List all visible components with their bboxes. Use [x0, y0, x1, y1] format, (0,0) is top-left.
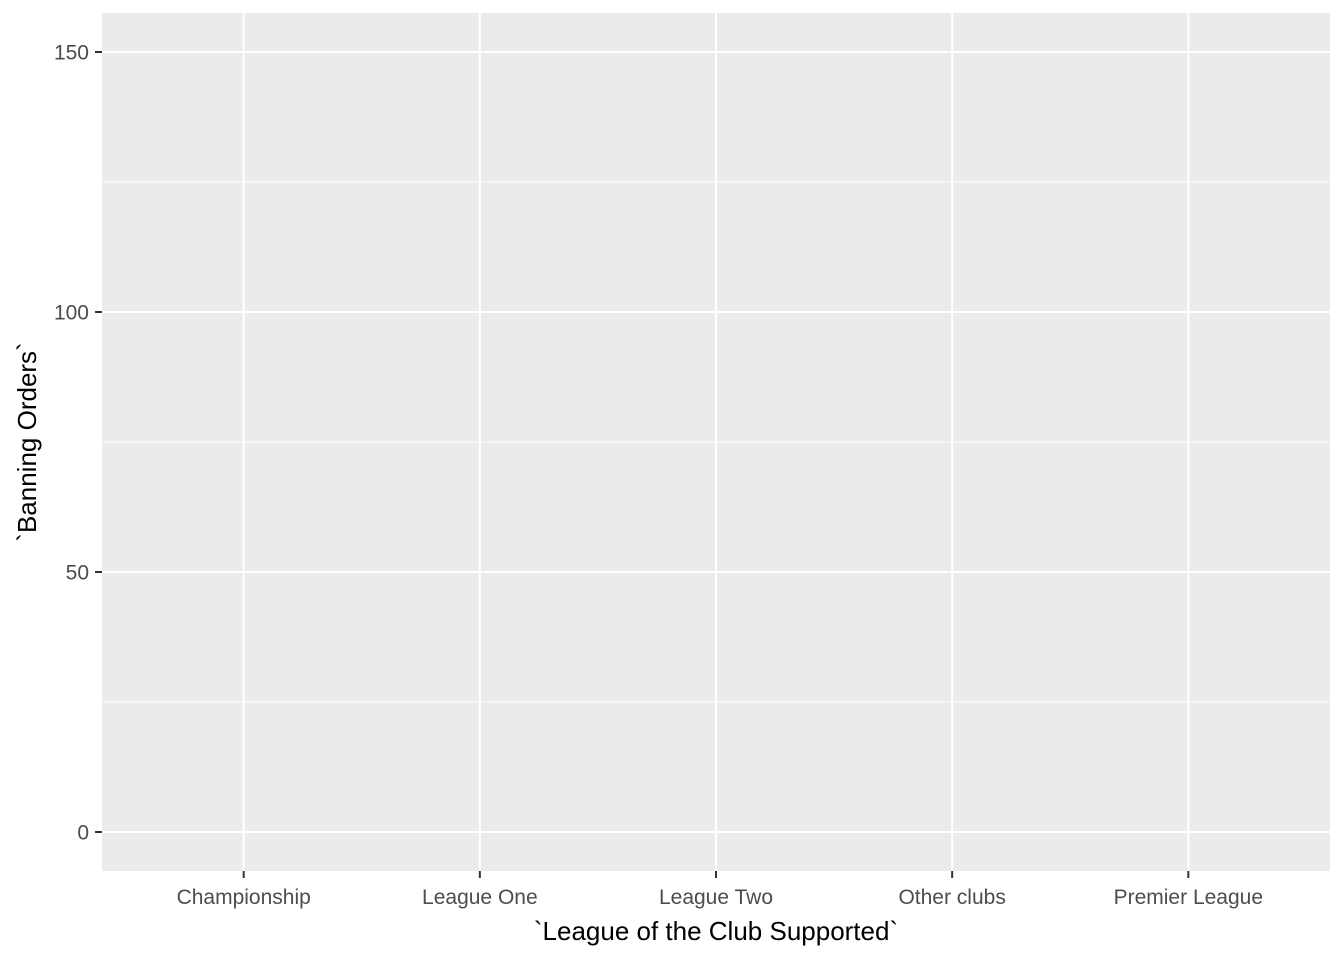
x-tick-label: Other clubs — [898, 886, 1005, 909]
y-axis-tick-labels: 0 50 100 150 — [54, 42, 89, 845]
y-tick-label: 150 — [54, 42, 89, 65]
x-tick-label: Premier League — [1114, 886, 1263, 909]
major-gridlines-x — [242, 13, 1190, 871]
x-tick-label: League One — [422, 886, 538, 909]
x-axis-tick-labels: Championship League One League Two Other cl… — [177, 886, 1263, 909]
y-axis-title: `Banning Orders` — [12, 342, 42, 541]
x-axis-title: `League of the Club Supported` — [534, 916, 898, 946]
y-tick-label: 50 — [66, 562, 89, 585]
x-axis-ticks — [242, 871, 1190, 878]
x-tick-label: League Two — [659, 886, 773, 909]
y-tick-label: 100 — [54, 302, 89, 325]
x-tick-label: Championship — [177, 886, 311, 909]
y-tick-label: 0 — [77, 822, 89, 845]
y-axis-ticks — [95, 51, 102, 833]
